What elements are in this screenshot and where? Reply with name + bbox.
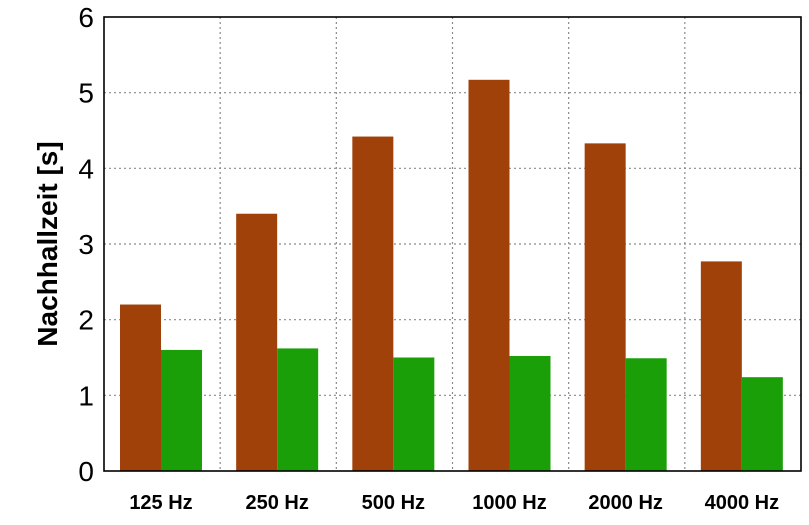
- x-tick-label: 1000 Hz: [472, 492, 547, 514]
- x-tick-label: 125 Hz: [129, 492, 192, 514]
- x-tick-label: 2000 Hz: [588, 492, 663, 514]
- x-tick-label: 4000 Hz: [705, 492, 780, 514]
- x-tick-label: 250 Hz: [245, 492, 308, 514]
- y-tick-label: 1: [78, 380, 94, 411]
- bar-series-2-1000hz: [509, 355, 551, 471]
- bar-series-2-2000hz: [625, 358, 667, 471]
- x-tick-label: 500 Hz: [362, 492, 425, 514]
- bar-series-1-250hz: [236, 213, 278, 471]
- bar-series-1-4000hz: [700, 261, 742, 471]
- plot-frame: [103, 16, 802, 472]
- y-tick-label: 0: [78, 456, 94, 487]
- y-tick-label: 2: [78, 305, 94, 336]
- grid-lines: [104, 17, 801, 471]
- bar-series-1-125hz: [120, 304, 161, 471]
- bar-series-2-250hz: [277, 348, 319, 471]
- y-axis-title: Nachhallzeit [s]: [32, 141, 63, 346]
- x-axis-ticks: 125 Hz 250 Hz 500 Hz 1000 Hz 2000 Hz 4000 Hz: [129, 492, 779, 514]
- y-tick-label: 4: [78, 153, 94, 184]
- bar-series-1-1000hz: [468, 79, 510, 471]
- y-tick-label: 3: [78, 229, 94, 260]
- y-tick-label: 6: [78, 2, 94, 33]
- bar-series-1-500hz: [352, 136, 394, 471]
- bar-series-1-2000hz: [584, 143, 626, 471]
- bars: [120, 79, 783, 471]
- bar-series-2-4000hz: [741, 377, 783, 471]
- bar-series-2-125hz: [161, 349, 202, 471]
- y-axis-ticks: 0 1 2 3 4 5 6: [78, 2, 94, 487]
- bar-series-2-500hz: [393, 357, 435, 471]
- y-tick-label: 5: [78, 78, 94, 109]
